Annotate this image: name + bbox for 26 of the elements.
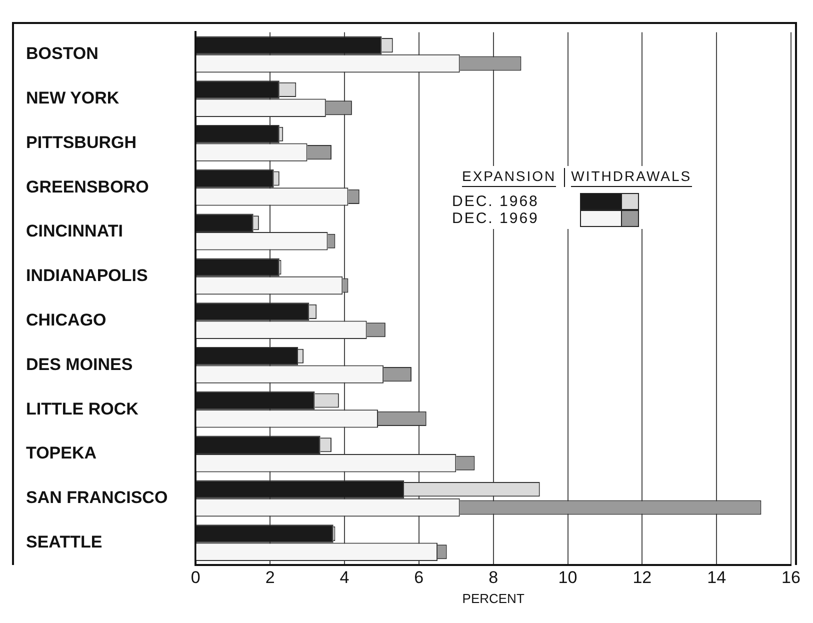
y-tick-label: CINCINNATI — [26, 222, 123, 241]
y-tick-label: DES MOINES — [26, 354, 133, 374]
text: DEC. 1968 — [452, 193, 540, 210]
x-tick-label: 0 — [190, 568, 200, 587]
x-tick-label: 12 — [632, 568, 652, 587]
x-tick-label: 10 — [558, 568, 578, 587]
y-tick-label: BOSTON — [26, 44, 98, 64]
annotation: WITHDRAWALS — [571, 168, 692, 187]
y-tick-label: CHICAGO — [26, 310, 106, 330]
y-tick-label: NEW YORK — [26, 88, 120, 108]
y-tick-label: SEATTLE — [26, 532, 102, 552]
annotation: EXPANSION — [462, 168, 556, 187]
x-axis-title: PERCENT — [462, 590, 524, 606]
y-tick-label: INDIANAPOLIS — [26, 266, 148, 286]
y-tick-label: PITTSBURGH — [26, 132, 136, 152]
x-tick-label: 8 — [488, 568, 498, 587]
x-tick-label: 4 — [340, 568, 350, 587]
x-tick-label: 2 — [265, 568, 275, 587]
text: DEC. 1969 — [452, 210, 540, 227]
y-tick-label: TOPEKA — [26, 444, 97, 463]
x-tick-label: 6 — [414, 568, 424, 587]
y-tick-label: LITTLE ROCK — [26, 399, 140, 418]
y-tick-label: GREENSBORO — [26, 177, 149, 196]
x-tick-label: 16 — [782, 568, 800, 587]
x-tick-label: 14 — [707, 568, 726, 587]
y-tick-label: SAN FRANCISCO — [26, 488, 168, 508]
